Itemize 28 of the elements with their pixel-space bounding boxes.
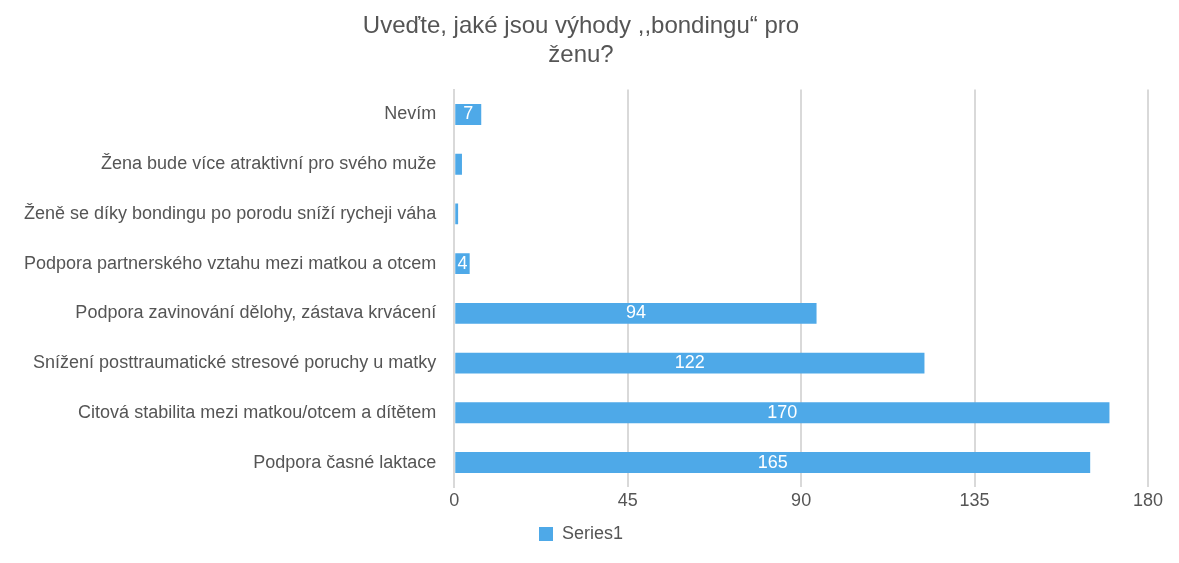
bar [455, 153, 462, 175]
data-label: 4 [457, 252, 468, 273]
y-tick-label: Žena bude více atraktivní pro svého muže [101, 153, 437, 174]
x-tick-label: 90 [791, 490, 812, 511]
data-label: 170 [767, 401, 798, 422]
chart-title: Uveďte, jaké jsou výhody ,,bondingu“ pro ženu? [362, 11, 800, 67]
bar [455, 302, 817, 324]
data-label: 122 [674, 352, 705, 373]
y-tick-label: Podpora partnerského vztahu mezi matkou a otcem [24, 252, 437, 273]
x-tick-label: 135 [959, 490, 990, 511]
y-tick-label: Podpora časné laktace [253, 451, 437, 472]
bar [455, 402, 1110, 424]
bar [455, 203, 459, 225]
x-tick-label: 45 [617, 490, 638, 511]
bar [455, 104, 482, 125]
y-tick-label: Snížení posttraumatické stresové poruchy u matky [33, 352, 437, 373]
data-label: 94 [625, 302, 646, 323]
x-tick-label: 0 [449, 490, 460, 511]
y-tick-label: Podpora zavinování dělohy, zástava krvácení [75, 302, 437, 323]
y-tick-label: Nevím [384, 103, 437, 124]
data-label: 165 [757, 451, 788, 472]
bar [455, 452, 1091, 473]
x-tick-label: 180 [1132, 490, 1164, 511]
legend-label: Series1 [561, 522, 624, 543]
data-label: 7 [463, 103, 474, 124]
y-tick-label: Citová stabilita mezi matkou/otcem a dítětem [78, 401, 437, 422]
y-tick-label: Ženě se díky bondingu po porodu sníží rycheji váha [23, 202, 438, 223]
bar [455, 352, 925, 374]
